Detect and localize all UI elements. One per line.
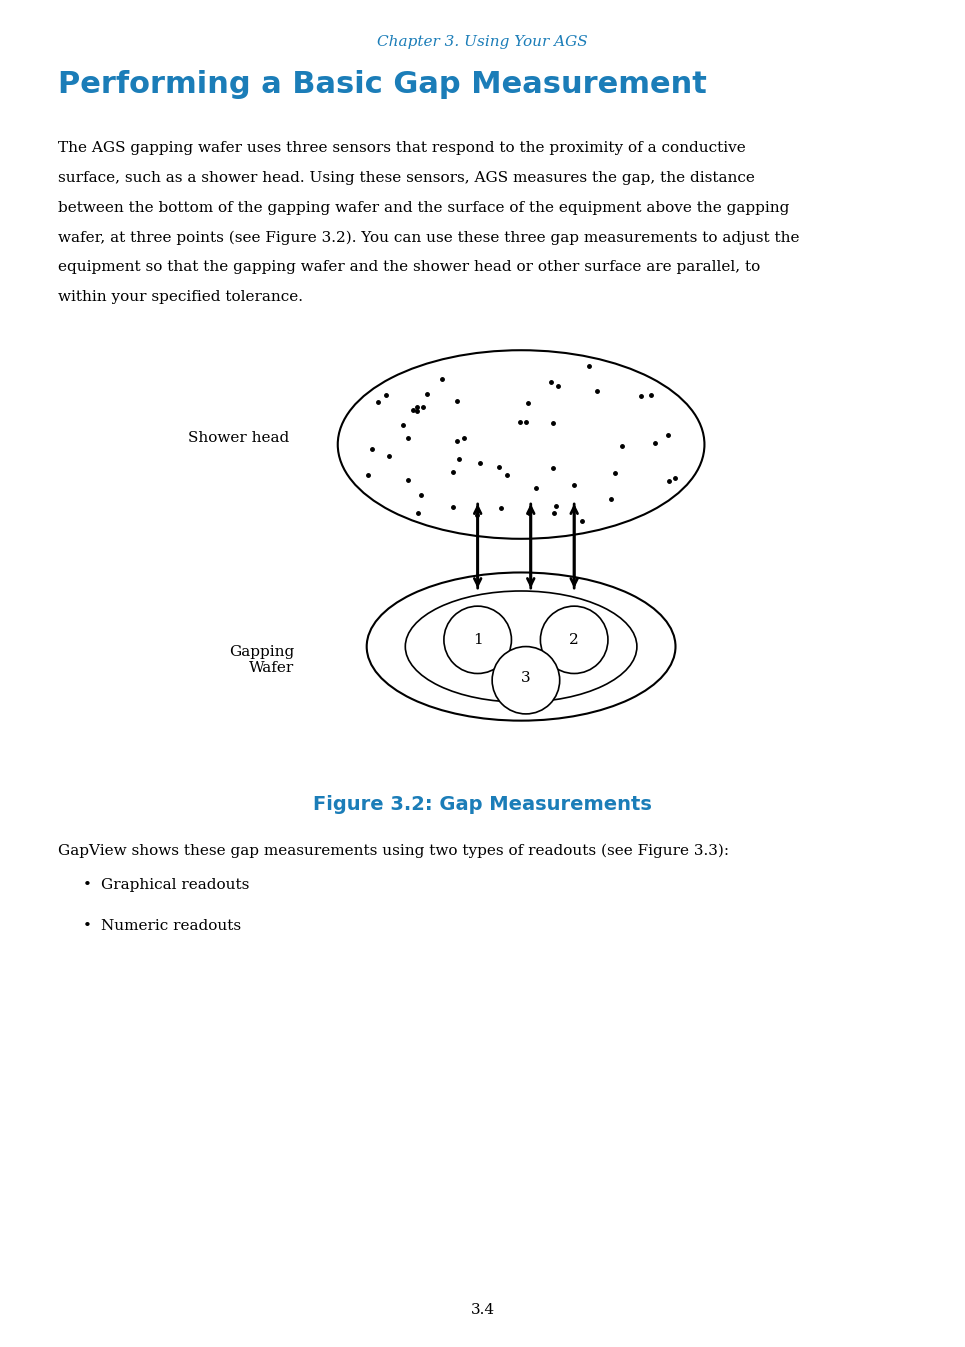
Text: surface, such as a shower head. Using these sensors, AGS measures the gap, the d: surface, such as a shower head. Using th… xyxy=(58,171,755,185)
Text: The AGS gapping wafer uses three sensors that respond to the proximity of a cond: The AGS gapping wafer uses three sensors… xyxy=(58,141,746,155)
Text: Figure 3.2: Gap Measurements: Figure 3.2: Gap Measurements xyxy=(313,795,652,814)
Ellipse shape xyxy=(492,647,560,714)
Text: 2: 2 xyxy=(569,633,579,647)
Text: within your specified tolerance.: within your specified tolerance. xyxy=(58,290,303,303)
Text: 3: 3 xyxy=(521,671,531,684)
Text: wafer, at three points (see Figure 3.2). You can use these three gap measurement: wafer, at three points (see Figure 3.2).… xyxy=(58,230,799,245)
Ellipse shape xyxy=(405,591,637,702)
Text: between the bottom of the gapping wafer and the surface of the equipment above t: between the bottom of the gapping wafer … xyxy=(58,201,789,214)
Text: Numeric readouts: Numeric readouts xyxy=(101,919,241,932)
Text: •: • xyxy=(82,919,92,932)
Text: Performing a Basic Gap Measurement: Performing a Basic Gap Measurement xyxy=(58,70,706,100)
Ellipse shape xyxy=(444,606,511,674)
Text: Gapping
Wafer: Gapping Wafer xyxy=(229,645,294,675)
Text: •: • xyxy=(82,878,92,892)
Text: GapView shows these gap measurements using two types of readouts (see Figure 3.3: GapView shows these gap measurements usi… xyxy=(58,843,729,858)
Text: Graphical readouts: Graphical readouts xyxy=(101,878,250,892)
Text: 3.4: 3.4 xyxy=(471,1304,494,1317)
Text: Chapter 3. Using Your AGS: Chapter 3. Using Your AGS xyxy=(377,35,588,48)
Ellipse shape xyxy=(338,350,704,539)
Ellipse shape xyxy=(367,572,676,721)
Text: Shower head: Shower head xyxy=(188,431,290,445)
Ellipse shape xyxy=(540,606,608,674)
Text: 1: 1 xyxy=(473,633,482,647)
Text: equipment so that the gapping wafer and the shower head or other surface are par: equipment so that the gapping wafer and … xyxy=(58,260,760,273)
